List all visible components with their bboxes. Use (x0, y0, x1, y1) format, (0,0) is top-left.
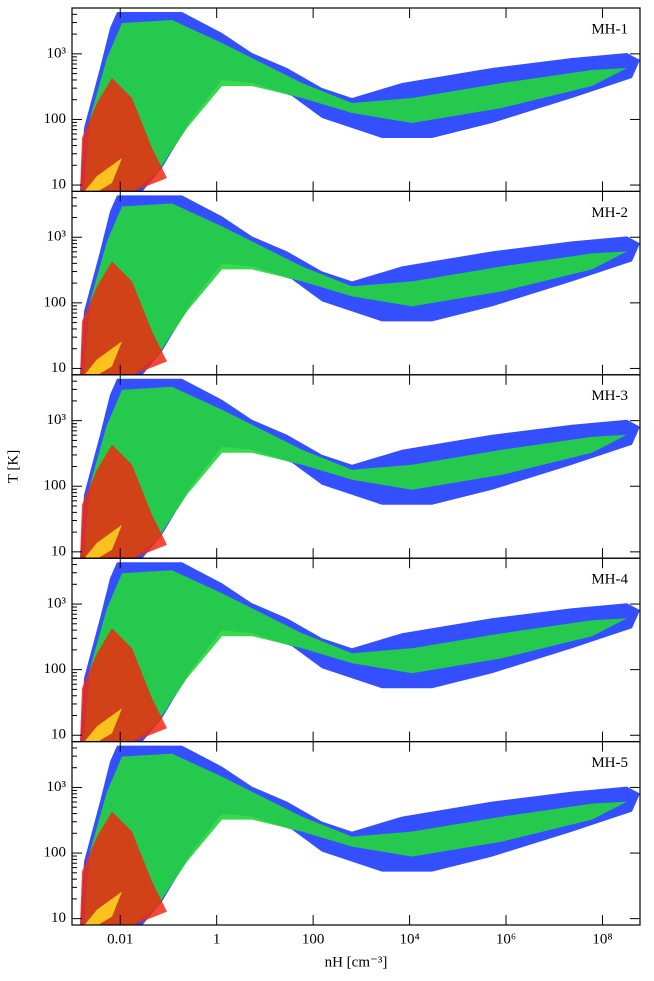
x-tick-label: 100 (302, 931, 325, 947)
y-tick-label: 100 (44, 844, 67, 860)
density-map (80, 562, 640, 742)
y-axis-label: T [K] (5, 450, 21, 483)
x-axis-label: nH [cm⁻³] (325, 954, 388, 970)
heatmap (80, 378, 640, 559)
heatmap (80, 195, 640, 375)
density-map (80, 378, 640, 559)
x-tick-label: 10⁸ (592, 931, 612, 947)
panel: 10 100 10³ MH-2 (44, 190, 641, 376)
panel-label: MH-5 (591, 755, 628, 771)
heatmap (80, 745, 640, 925)
y-tick-label: 10 (51, 360, 66, 376)
y-tick-label: 10³ (47, 45, 67, 61)
panel: 10 100 10³ MH-1 (44, 7, 641, 192)
heatmap (80, 562, 640, 742)
panel-label: MH-3 (591, 388, 628, 404)
x-tick-label: 0.01 (107, 931, 133, 947)
x-tick-label: 10⁴ (399, 931, 419, 947)
y-tick-label: 10 (51, 727, 66, 743)
y-tick-label: 100 (44, 111, 67, 127)
x-tick-label: 10⁶ (496, 931, 516, 947)
panel: 10 100 10³ 0.01 1 100 10⁴ 10⁶ 10⁸ MH-5 nH [cm⁻³] (44, 740, 641, 970)
y-tick-label: 10³ (47, 595, 67, 611)
x-tick-label: 1 (213, 931, 221, 947)
panel-label: MH-2 (591, 205, 628, 221)
panel-label: MH-4 (591, 572, 628, 588)
y-tick-label: 100 (44, 478, 67, 494)
y-tick-label: 10 (51, 910, 66, 926)
y-tick-label: 10³ (47, 412, 67, 428)
y-tick-label: 100 (44, 294, 67, 310)
panel: 10 100 10³ MH-4 (44, 557, 641, 743)
heatmap (80, 12, 640, 192)
y-tick-label: 10 (51, 176, 66, 192)
panel-label: MH-1 (591, 21, 628, 37)
density-map (80, 745, 640, 925)
density-map (80, 12, 640, 192)
y-tick-label: 100 (44, 661, 67, 677)
y-tick-label: 10³ (47, 229, 67, 245)
y-tick-label: 10 (51, 543, 66, 559)
panel: 10 100 10³ MH-3 T [K] (5, 374, 641, 559)
y-tick-label: 10³ (47, 779, 67, 795)
density-map (80, 195, 640, 375)
